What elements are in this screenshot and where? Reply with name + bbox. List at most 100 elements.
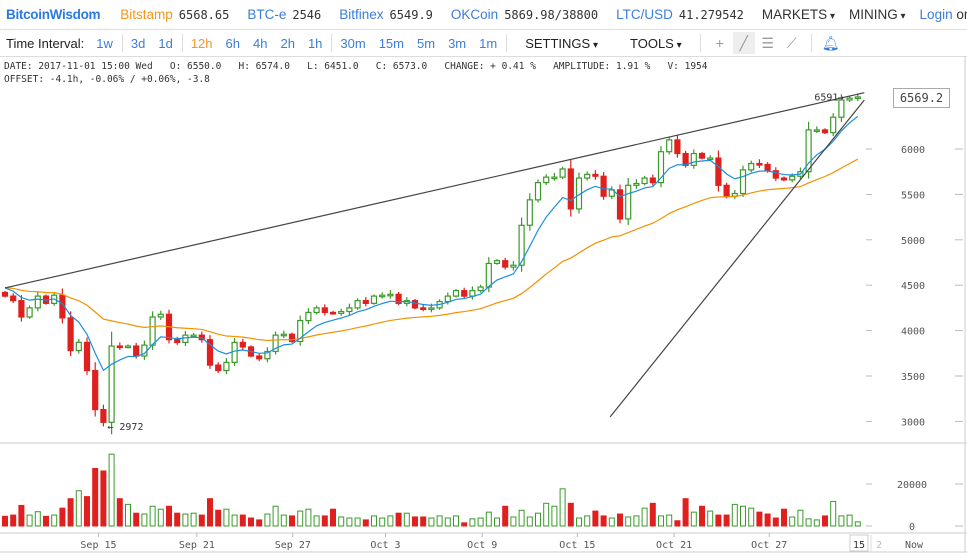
candle-body: [641, 177, 648, 185]
volume-bar: [125, 503, 131, 527]
interval-6h[interactable]: 6h: [225, 35, 240, 51]
candle-body: [551, 176, 558, 180]
interval-3m[interactable]: 3m: [448, 35, 467, 51]
interval-1m[interactable]: 1m: [479, 35, 498, 51]
candle-body: [10, 295, 17, 302]
candle-info: DATE: 2017-11-01 15:00 Wed O: 6550.0 H: …: [4, 60, 708, 86]
volume-bar: [346, 517, 353, 527]
arrow-right-icon: →: [838, 92, 844, 103]
candle-body: [674, 139, 681, 155]
interval-4h[interactable]: 4h: [253, 35, 268, 51]
top-bar: BitcoinWisdom Bitstamp 6568.65 BTC-e 2546 …: [0, 0, 967, 30]
mining-menu[interactable]: MINING: [849, 7, 906, 22]
interval-15m[interactable]: 15m: [378, 35, 404, 51]
candle-body: [75, 341, 82, 352]
high-label: 6591: [814, 92, 838, 103]
volume-bar: [830, 500, 837, 527]
volume-bar: [731, 503, 738, 527]
interval-30m[interactable]: 30m: [340, 35, 366, 51]
interval-1h[interactable]: 1h: [307, 35, 323, 51]
candle-body: [813, 129, 820, 133]
login-link[interactable]: Login: [919, 7, 953, 22]
logo[interactable]: BitcoinWisdom: [6, 7, 101, 22]
candle-body: [592, 173, 599, 177]
volume-bar: [576, 517, 582, 527]
crosshair-icon[interactable]: +: [715, 35, 724, 51]
volume-bar: [116, 498, 123, 527]
candle-body: [600, 175, 607, 197]
time-tick-label: Oct 21: [656, 540, 692, 551]
trendline-icon[interactable]: ╱: [732, 32, 755, 54]
interval-5m[interactable]: 5m: [417, 35, 436, 51]
market-bitstamp[interactable]: Bitstamp 6568.65: [120, 7, 230, 22]
volume-bar: [2, 515, 8, 527]
volume-bar: [272, 505, 279, 527]
candle-body: [1, 291, 9, 297]
market-bitfinex[interactable]: Bitfinex 6549.9: [339, 7, 433, 22]
volume-bar: [846, 514, 853, 527]
current-price-tag: 6569.2: [893, 88, 950, 108]
market-okcoin[interactable]: OKCoin 5869.98/38800: [450, 7, 599, 22]
volume-bar: [248, 517, 254, 527]
markets-menu[interactable]: MARKETS: [762, 7, 835, 22]
candle-body: [239, 341, 246, 348]
interval-2h[interactable]: 2h: [280, 35, 295, 51]
interval-1w[interactable]: 1w: [96, 35, 113, 51]
candle-body: [256, 355, 263, 360]
volume-bar: [34, 511, 41, 527]
volume-bar: [133, 512, 140, 527]
candle-body: [108, 345, 115, 423]
volume-bar: [108, 453, 115, 527]
volume-bar: [26, 514, 33, 527]
candle-body: [625, 184, 632, 220]
market-btce[interactable]: BTC-e 2546: [247, 7, 322, 22]
candle-body: [370, 295, 378, 304]
interval-3d[interactable]: 3d: [130, 35, 146, 51]
volume-bar: [412, 516, 418, 527]
candle-body: [215, 364, 222, 372]
volume-bar: [649, 502, 656, 527]
nav-current[interactable]: 15: [853, 540, 865, 551]
candle-body: [469, 290, 476, 297]
volume-bar: [92, 467, 99, 527]
volume-bar: [485, 511, 492, 527]
candle-body: [666, 139, 673, 153]
fan-icon[interactable]: ⟋: [786, 34, 797, 51]
nav-current-box: [849, 534, 869, 552]
volume-bars: [2, 453, 861, 527]
candle-body: [313, 307, 320, 314]
interval-1d[interactable]: 1d: [158, 35, 173, 51]
interval-12h[interactable]: 12h: [190, 35, 213, 51]
ma-slow-line: [4, 158, 859, 342]
candle-body: [329, 311, 337, 315]
volume-bar: [157, 508, 164, 527]
trendline: [609, 99, 865, 418]
volume-bar: [822, 515, 828, 527]
volume-bar: [854, 521, 861, 527]
volume-bar: [141, 513, 148, 527]
nav-now[interactable]: Now: [905, 540, 924, 551]
volume-bar: [75, 490, 82, 527]
market-ltcusd[interactable]: LTC/USD 41.279542: [616, 7, 744, 22]
price-tick-label: 3000: [901, 417, 925, 428]
volume-bar: [174, 512, 181, 527]
volume-bar: [305, 508, 312, 527]
bell-icon[interactable]: 🔔︎: [821, 34, 840, 51]
candle-body: [543, 176, 550, 184]
volume-bar: [477, 517, 484, 527]
divider: [121, 34, 123, 52]
volume-bar: [813, 519, 820, 527]
volume-bar: [469, 518, 476, 527]
candle-body: [485, 262, 492, 288]
volume-bar: [280, 514, 287, 527]
volume-bar: [231, 514, 238, 527]
tools-menu[interactable]: TOOLS: [630, 36, 682, 51]
settings-menu[interactable]: SETTINGS: [525, 36, 598, 51]
volume-bar: [428, 517, 435, 527]
volume-bar: [289, 515, 295, 527]
candle-body: [444, 295, 451, 303]
price-tick-label: 4500: [901, 281, 925, 292]
fibonacci-icon[interactable]: ☰: [761, 34, 774, 51]
candle-body: [830, 116, 837, 134]
